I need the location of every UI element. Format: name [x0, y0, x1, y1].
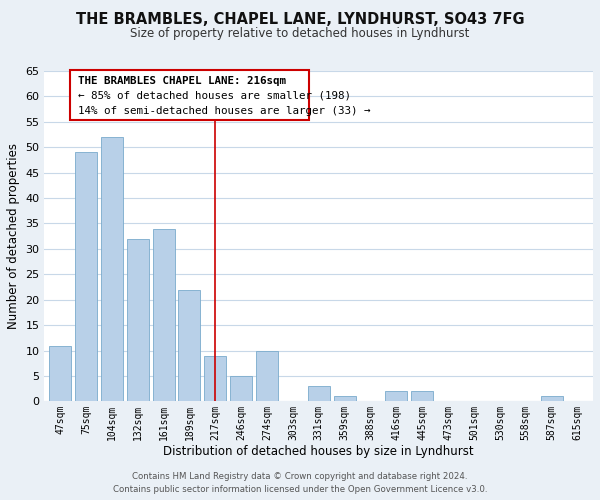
Text: THE BRAMBLES CHAPEL LANE: 216sqm: THE BRAMBLES CHAPEL LANE: 216sqm	[77, 76, 286, 86]
Bar	[541, 396, 563, 402]
Bar	[101, 137, 123, 402]
Bar	[127, 239, 149, 402]
Bar	[49, 346, 71, 402]
Bar	[308, 386, 330, 402]
Bar	[334, 396, 356, 402]
Bar	[385, 392, 407, 402]
Text: ← 85% of detached houses are smaller (198): ← 85% of detached houses are smaller (19…	[77, 91, 350, 101]
Text: Size of property relative to detached houses in Lyndhurst: Size of property relative to detached ho…	[130, 28, 470, 40]
Text: Contains HM Land Registry data © Crown copyright and database right 2024.: Contains HM Land Registry data © Crown c…	[132, 472, 468, 481]
Bar	[75, 152, 97, 402]
X-axis label: Distribution of detached houses by size in Lyndhurst: Distribution of detached houses by size …	[163, 445, 474, 458]
Bar	[178, 290, 200, 402]
Text: 14% of semi-detached houses are larger (33) →: 14% of semi-detached houses are larger (…	[77, 106, 370, 116]
Bar	[411, 392, 433, 402]
Text: Contains public sector information licensed under the Open Government Licence v3: Contains public sector information licen…	[113, 485, 487, 494]
Bar	[204, 356, 226, 402]
Bar	[230, 376, 252, 402]
Text: THE BRAMBLES, CHAPEL LANE, LYNDHURST, SO43 7FG: THE BRAMBLES, CHAPEL LANE, LYNDHURST, SO…	[76, 12, 524, 28]
Bar	[152, 228, 175, 402]
Bar	[256, 350, 278, 402]
Y-axis label: Number of detached properties: Number of detached properties	[7, 143, 20, 329]
